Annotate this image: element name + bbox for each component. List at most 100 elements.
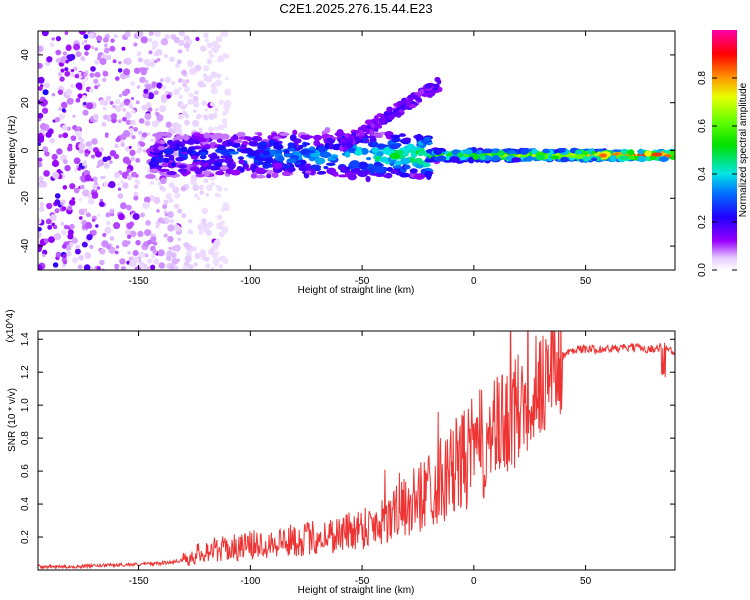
heatmap-noise-cell — [153, 241, 158, 246]
heatmap-noise-cell — [67, 205, 73, 211]
heatmap-band-cell — [318, 146, 327, 153]
heatmap-noise-cell — [91, 191, 99, 199]
heatmap-band-cell — [391, 137, 401, 143]
heatmap-noise-cell — [136, 148, 142, 154]
heatmap-branch-cell — [424, 83, 433, 89]
snr-y-tick-label: 0.2 — [20, 530, 31, 544]
heatmap-noise-cell — [113, 153, 120, 160]
heatmap-noise-cell — [173, 36, 180, 44]
heatmap-noise-cell — [210, 87, 218, 95]
heatmap-noise-cell — [78, 216, 83, 220]
heatmap-noise-cell — [58, 107, 62, 111]
heatmap-noise-cell — [117, 187, 122, 191]
heatmap-noise-cell — [177, 237, 182, 242]
heatmap-noise-cell — [89, 244, 94, 249]
heatmap-noise-cell — [64, 164, 71, 172]
heatmap-band-cell — [324, 142, 331, 150]
heatmap-noise-cell — [94, 47, 99, 51]
heatmap-band-cell — [491, 149, 498, 154]
snr-y-tick-label: 0.4 — [20, 497, 31, 511]
heatmap-band-cell — [577, 150, 583, 155]
heatmap-noise-cell — [91, 45, 95, 50]
heatmap-band-cell — [371, 141, 378, 147]
heatmap-band-cell — [159, 139, 166, 145]
heatmap-noise-cell — [105, 243, 112, 250]
heatmap-noise-cell — [83, 102, 87, 106]
heatmap-noise-cell — [38, 264, 43, 270]
heatmap-band-cell — [161, 162, 169, 168]
heatmap-noise-cell — [151, 81, 157, 87]
heatmap-noise-cell — [144, 253, 149, 258]
heatmap-noise-cell — [85, 141, 92, 148]
heatmap-band-cell — [268, 139, 275, 146]
heatmap-noise-cell — [209, 101, 215, 107]
heatmap-noise-cell — [167, 235, 174, 243]
heatmap-noise-cell — [184, 255, 192, 263]
heatmap-noise-cell — [97, 159, 105, 167]
heatmap-band-cell — [398, 133, 406, 137]
heatmap-band-cell — [246, 137, 253, 142]
heatmap-band-cell — [252, 137, 259, 141]
heatmap-noise-cell — [99, 248, 106, 255]
heatmap-noise-cell — [160, 38, 169, 46]
heatmap-noise-cell — [75, 244, 80, 250]
heatmap-band-cell — [379, 156, 389, 163]
heatmap-noise-cell — [92, 114, 99, 121]
heatmap-noise-cell — [127, 251, 131, 255]
heatmap-band-cell — [308, 168, 316, 176]
heatmap-noise-cell — [158, 262, 166, 269]
heatmap-noise-cell — [215, 251, 220, 255]
heatmap-noise-cell — [123, 68, 131, 76]
heatmap-band-cell — [590, 157, 598, 162]
heatmap-noise-cell — [216, 238, 220, 242]
heatmap-noise-cell — [58, 133, 63, 138]
heatmap-band-cell — [421, 139, 428, 144]
heatmap-branch-cell — [345, 138, 354, 144]
heatmap-noise-cell — [126, 168, 131, 174]
heatmap-noise-cell — [178, 39, 185, 47]
heatmap-band-cell — [216, 138, 223, 143]
heatmap-noise-cell — [75, 126, 81, 132]
heatmap-noise-cell — [110, 38, 115, 43]
heatmap-noise-cell — [50, 214, 57, 221]
heatmap-noise-cell — [180, 185, 187, 192]
colorbar-gradient — [712, 30, 737, 270]
heatmap-band-cell — [209, 173, 215, 177]
heatmap-noise-cell — [133, 184, 139, 189]
heatmap-noise-cell — [71, 257, 79, 264]
heatmap-noise-cell — [78, 31, 87, 35]
heatmap-band-cell — [375, 133, 383, 139]
heatmap-noise-cell — [222, 123, 228, 129]
heatmap-band-cell — [228, 151, 240, 155]
heatmap-band-cell — [480, 155, 486, 161]
heatmap-noise-cell — [38, 243, 43, 250]
heatmap-noise-cell — [194, 252, 201, 260]
heatmap-noise-cell — [131, 171, 137, 178]
heatmap-noise-cell — [159, 78, 164, 83]
snr-x-tick-label: 0 — [471, 576, 477, 587]
heatmap-noise-cell — [145, 102, 152, 109]
heatmap-noise-cell — [51, 37, 55, 41]
heatmap-noise-cell — [75, 51, 82, 58]
heatmap-noise-cell — [105, 95, 112, 102]
heatmap-band-cell — [415, 163, 424, 169]
heatmap-noise-cell — [194, 194, 199, 198]
heatmap-band-cell — [344, 151, 351, 158]
heatmap-noise-cell — [142, 92, 150, 99]
heatmap-branch-cell — [433, 87, 439, 91]
heatmap-noise-cell — [183, 85, 191, 93]
heatmap-branch-cell — [388, 114, 394, 120]
heatmap-noise-cell — [119, 102, 125, 108]
heatmap-noise-cell — [175, 63, 180, 68]
heatmap-branch-cell — [353, 136, 360, 142]
heatmap-noise-cell — [92, 176, 98, 182]
heatmap-noise-cell — [125, 111, 130, 116]
heatmap-band-cell — [390, 168, 398, 174]
heatmap-branch-cell — [378, 118, 387, 124]
heatmap-noise-cell — [78, 148, 84, 154]
heatmap-band-cell — [321, 151, 332, 159]
heatmap-noise-cell — [204, 38, 209, 43]
heatmap-band-cell — [199, 151, 208, 156]
heatmap-noise-cell — [39, 202, 45, 207]
heatmap-band-cell — [249, 141, 260, 147]
